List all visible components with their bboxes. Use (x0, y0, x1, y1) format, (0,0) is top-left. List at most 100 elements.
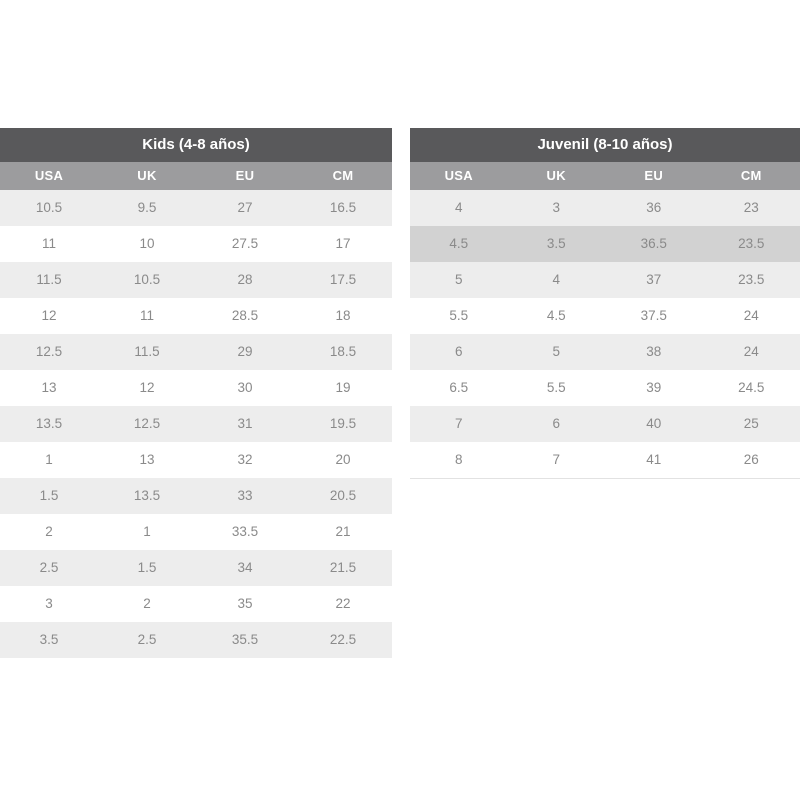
table-cell: 19 (335, 380, 351, 395)
table-cell: 4.5 (546, 308, 566, 323)
table-cell: 5 (552, 344, 560, 359)
table-cell: 23.5 (738, 272, 765, 287)
table-cell: 24 (743, 344, 759, 359)
table-cell: 11 (41, 236, 56, 251)
table-cell: 3 (552, 200, 560, 215)
table-cell: 32 (237, 452, 253, 467)
table-header-row: USA UK EU CM (410, 162, 800, 190)
table-cell: 30 (237, 380, 253, 395)
table-row: 6 5 38 24 (410, 334, 800, 370)
table-cell: 21 (335, 524, 351, 539)
table-cell: 39 (646, 380, 662, 395)
table-cell: 24 (743, 308, 759, 323)
column-header-cm: CM (740, 168, 762, 183)
table-cell: 12 (41, 308, 57, 323)
table-cell: 13.5 (35, 416, 63, 431)
table-cell: 40 (646, 416, 662, 431)
table-row: 13 12 30 19 (0, 370, 392, 406)
column-header-uk: UK (137, 168, 157, 183)
table-cell: 22 (335, 596, 351, 611)
table-body: 10.5 9.5 27 16.5 11 10 27.5 17 11.5 10.5 28 17.5 12 1… (0, 190, 392, 658)
table-cell: 5 (454, 272, 463, 287)
table-row: 8 7 41 26 (410, 442, 800, 478)
table-cell: 26 (743, 452, 759, 467)
table-cell: 17 (335, 236, 351, 251)
table-cell: 10.5 (35, 200, 63, 215)
table-cell: 1 (143, 524, 151, 539)
table-cell: 36.5 (640, 236, 667, 251)
table-cell: 12.5 (133, 416, 161, 431)
table-row: 5.5 4.5 37.5 24 (410, 298, 800, 334)
column-header-eu: EU (235, 168, 255, 183)
table-cell: 4 (552, 272, 560, 287)
table-row: 2 1 33.5 21 (0, 514, 392, 550)
table-cell: 37 (646, 272, 662, 287)
table-row: 6.5 5.5 39 24.5 (410, 370, 800, 406)
table-cell: 31 (237, 416, 253, 431)
table-row: 12 11 28.5 18 (0, 298, 392, 334)
table-cell: 19.5 (329, 416, 357, 431)
table-cell: 36 (646, 200, 662, 215)
table-row: 4 3 36 23 (410, 190, 800, 226)
table-row: 13.5 12.5 31 19.5 (0, 406, 392, 442)
table-cell: 22.5 (329, 632, 357, 647)
kids-size-table: Kids (4-8 años) USA UK EU CM 10.5 9.5 27 16.5 1… (0, 128, 392, 658)
column-header-cm: CM (332, 168, 354, 183)
table-cell: 6.5 (449, 380, 469, 395)
table-cell: 21.5 (329, 560, 357, 575)
table-cell: 11 (139, 308, 154, 323)
table-cell: 17.5 (329, 272, 357, 287)
table-cell: 27.5 (231, 236, 259, 251)
table-row: 2.5 1.5 34 21.5 (0, 550, 392, 586)
table-cell: 20.5 (329, 488, 357, 503)
column-header-usa: USA (444, 168, 473, 183)
column-header-usa: USA (34, 168, 64, 183)
table-row: 5 4 37 23.5 (410, 262, 800, 298)
juvenil-size-table: Juvenil (8-10 años) USA UK EU CM 4 3 36 23 4.5 3… (410, 128, 800, 479)
table-cell: 27 (237, 200, 253, 215)
table-title-kids: Kids (4-8 años) (0, 128, 392, 162)
table-cell: 3.5 (39, 632, 59, 647)
table-cell: 5.5 (449, 308, 469, 323)
table-cell: 2 (45, 524, 53, 539)
table-cell: 1.5 (137, 560, 157, 575)
table-cell: 18 (335, 308, 351, 323)
table-cell: 1.5 (39, 488, 59, 503)
table-cell: 35.5 (231, 632, 259, 647)
table-row: 11 10 27.5 17 (0, 226, 392, 262)
table-cell: 28.5 (231, 308, 259, 323)
table-row: 12.5 11.5 29 18.5 (0, 334, 392, 370)
table-header-row: USA UK EU CM (0, 162, 392, 190)
table-cell: 6 (552, 416, 560, 431)
table-cell: 11.5 (134, 344, 160, 359)
table-cell: 7 (454, 416, 463, 431)
table-row: 7 6 40 25 (410, 406, 800, 442)
table-cell: 25 (743, 416, 759, 431)
table-row-highlighted: 4.5 3.5 36.5 23.5 (410, 226, 800, 262)
table-cell: 3 (45, 596, 53, 611)
table-cell: 23 (743, 200, 759, 215)
table-cell: 35 (237, 596, 253, 611)
table-cell: 20 (335, 452, 351, 467)
table-cell: 29 (237, 344, 253, 359)
table-cell: 41 (646, 452, 662, 467)
table-cell: 33.5 (231, 524, 259, 539)
table-cell: 1 (45, 452, 53, 467)
table-cell: 13 (139, 452, 155, 467)
table-cell: 7 (552, 452, 560, 467)
table-cell: 12 (139, 380, 155, 395)
table-cell: 11.5 (36, 272, 62, 287)
table-cell: 38 (646, 344, 662, 359)
table-row: 3 2 35 22 (0, 586, 392, 622)
table-cell: 10 (139, 236, 155, 251)
table-cell: 9.5 (137, 200, 157, 215)
table-cell: 37.5 (640, 308, 667, 323)
column-header-uk: UK (546, 168, 566, 183)
table-cell: 8 (454, 452, 463, 467)
table-cell: 24.5 (738, 380, 765, 395)
table-cell: 28 (237, 272, 253, 287)
table-body: 4 3 36 23 4.5 3.5 36.5 23.5 5 4 37 23.5 5.5 4.5 37.5 24… (410, 190, 800, 479)
table-cell: 18.5 (329, 344, 357, 359)
table-row: 11.5 10.5 28 17.5 (0, 262, 392, 298)
